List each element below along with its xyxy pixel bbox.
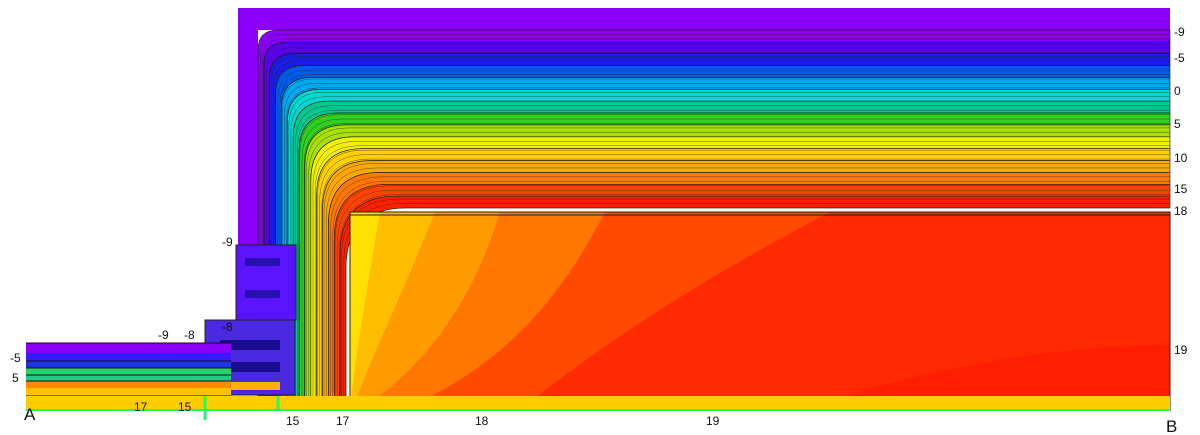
right-scale: -9 -5 0 5 10 15 18 19	[1174, 25, 1188, 357]
isotherm-line	[306, 127, 1170, 410]
wall-exterior-band	[238, 8, 1170, 30]
isotherm-line	[321, 158, 1170, 410]
frame-detail-2	[245, 290, 280, 298]
sill-band-5	[26, 375, 231, 381]
isotherm-line	[337, 190, 1170, 410]
isotherm-line	[284, 83, 1170, 410]
left-sill	[26, 342, 231, 397]
isotherm-line	[260, 34, 1170, 410]
isotherm-line	[312, 141, 1170, 410]
isotherm-line	[282, 78, 1170, 410]
scale-label-1: -9	[1174, 25, 1185, 39]
interior-warm-zones	[350, 212, 1170, 410]
isotherm-line	[290, 96, 1170, 410]
sill-band-4	[26, 368, 231, 375]
isotherm-line	[277, 69, 1170, 410]
frame-label-2: -9	[158, 328, 169, 342]
isotherm-line	[268, 52, 1170, 410]
bottom-label-1: 17	[134, 400, 148, 414]
isotherm-line	[330, 176, 1170, 410]
scale-label-2: -5	[1174, 51, 1185, 65]
scale-label-5: 10	[1174, 151, 1188, 165]
isotherm-line	[275, 65, 1170, 410]
sill-band-1	[26, 343, 231, 353]
sill-band-2	[26, 353, 231, 361]
isotherm-line	[326, 167, 1170, 410]
frame-label-1: -9	[222, 235, 233, 249]
lower-warm-band	[800, 345, 1170, 410]
isotherm-line	[295, 105, 1170, 410]
isotherm-line	[273, 60, 1170, 410]
scale-label-4: 5	[1174, 117, 1181, 131]
bottom-label-3: 15	[286, 414, 300, 428]
sill-band-6	[26, 381, 231, 388]
isotherm-line	[332, 181, 1170, 410]
frame-label-3: -8	[184, 328, 195, 342]
sill-band-3	[26, 361, 231, 368]
scale-label-8: 19	[1174, 343, 1188, 357]
corner-label-b: B	[1166, 417, 1177, 435]
frame-detail-3	[220, 340, 280, 350]
isotherm-line	[288, 92, 1170, 410]
isotherm-line	[262, 38, 1170, 410]
scale-label-3: 0	[1174, 84, 1181, 98]
frame-upper	[235, 244, 297, 321]
sill-band-7	[26, 388, 231, 396]
isotherm-line	[315, 145, 1170, 410]
scale-label-7: 18	[1174, 204, 1188, 218]
bottom-label-6: 19	[706, 414, 720, 428]
isotherm-line	[299, 114, 1170, 410]
frame-detail-5	[220, 382, 280, 390]
isotherm-line	[328, 172, 1170, 410]
isotherm-line	[264, 43, 1170, 410]
isotherm-line	[286, 87, 1170, 410]
isotherm-line	[279, 74, 1170, 410]
isotherm-line	[317, 149, 1170, 410]
left-label-1: -5	[10, 351, 21, 365]
isotherm-line	[301, 118, 1170, 410]
isotherm-line	[323, 163, 1170, 410]
zone-warm-6	[350, 212, 380, 410]
scale-label-6: 15	[1174, 182, 1188, 196]
isotherm-line	[293, 101, 1170, 410]
isotherm-line	[271, 56, 1170, 410]
isotherm-line	[257, 29, 1170, 410]
frame-detail-1	[245, 258, 280, 266]
base-strip	[26, 396, 1170, 410]
bottom-label-4: 17	[336, 414, 350, 428]
isotherm-line	[339, 194, 1170, 410]
bottom-label-5: 18	[475, 414, 489, 428]
isotherm-line	[334, 185, 1170, 410]
left-label-2: 5	[12, 371, 19, 385]
frame-detail-4	[220, 362, 280, 372]
bottom-label-2: 15	[178, 400, 192, 414]
isotherm-line	[319, 154, 1170, 410]
corner-label-a: A	[24, 405, 36, 424]
isotherm-line	[297, 109, 1170, 410]
frame-label-4: -8	[222, 320, 233, 334]
bottom-labels: 17 15 15 17 18 19	[134, 400, 720, 428]
isotherm-line	[304, 123, 1170, 410]
isotherm-line	[266, 47, 1170, 410]
